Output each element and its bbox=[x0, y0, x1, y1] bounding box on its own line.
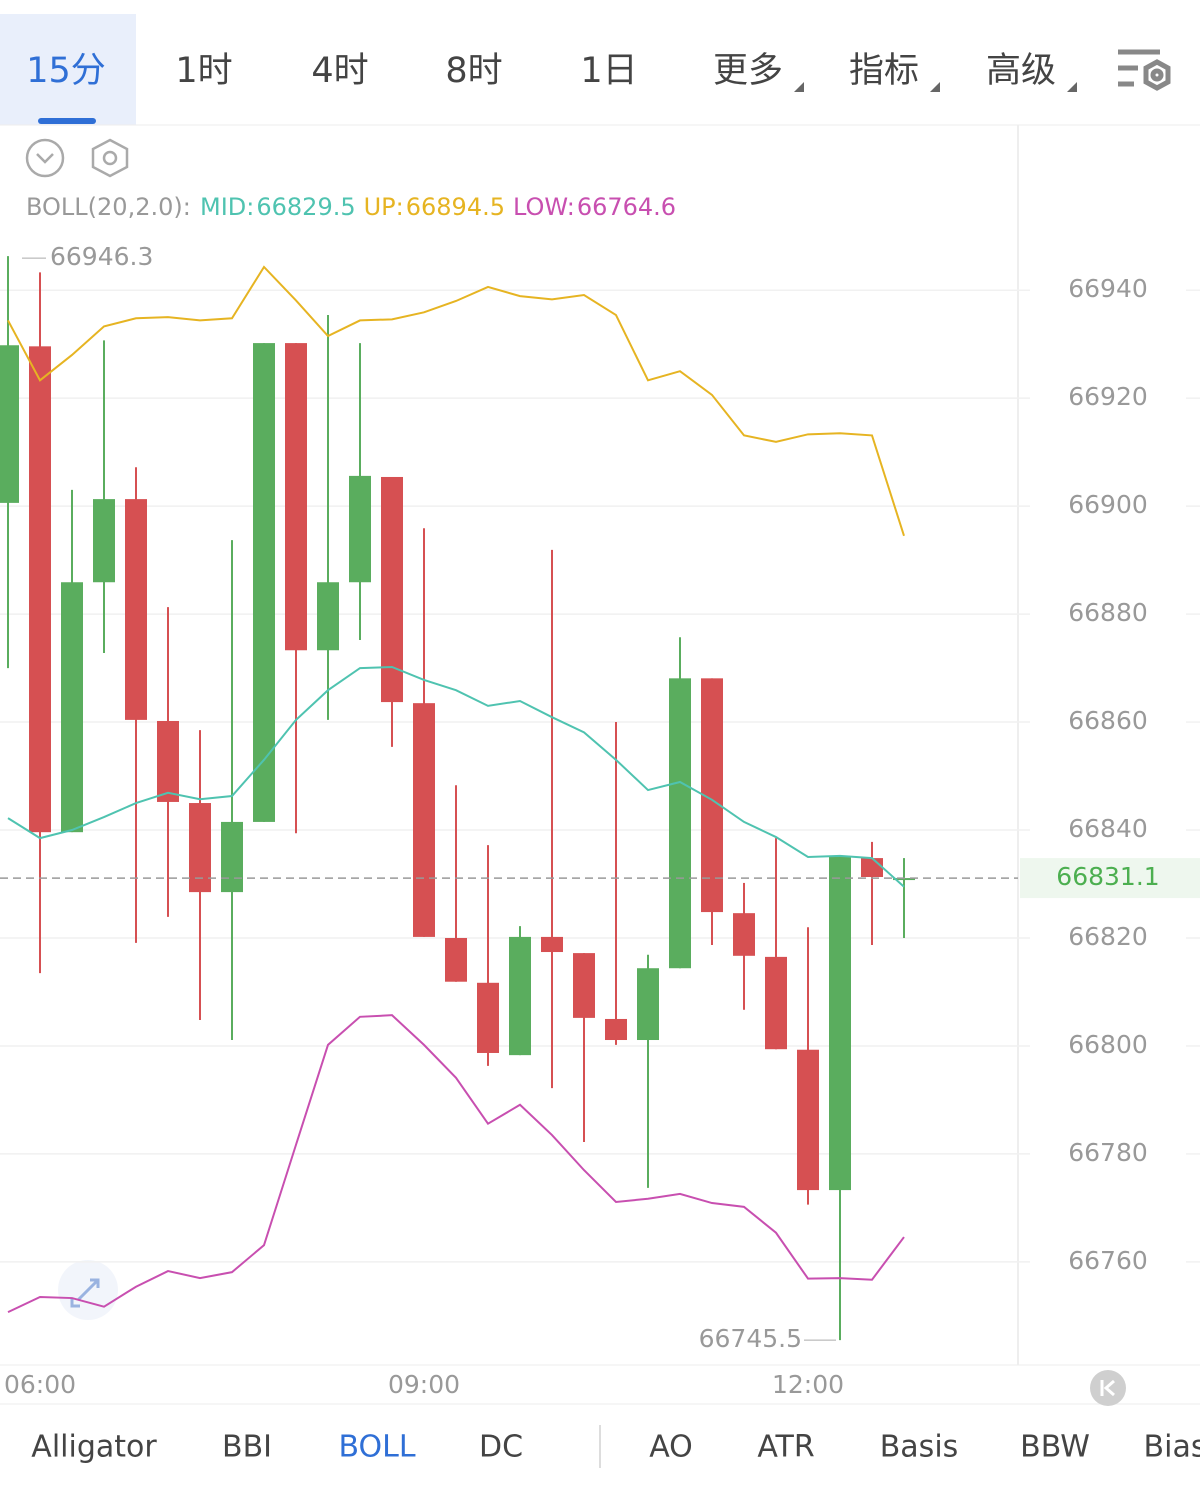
icon-dot bbox=[102, 150, 118, 166]
legend-name: LOW: bbox=[513, 193, 575, 221]
legend-name: MID: bbox=[200, 193, 254, 221]
y-tick-label: 66900 bbox=[1068, 490, 1148, 519]
indicator-tab[interactable]: Basis bbox=[880, 1430, 959, 1465]
dropdown-marker bbox=[794, 82, 804, 92]
period-tab[interactable]: 高级 bbox=[986, 51, 1056, 91]
boll-line bbox=[7, 265, 905, 537]
candle-body bbox=[253, 343, 275, 822]
indicator-tab[interactable]: BBW bbox=[1020, 1430, 1090, 1465]
indicator-tab[interactable]: BBI bbox=[222, 1430, 272, 1465]
candle-body bbox=[61, 582, 83, 833]
y-tick-label: 66840 bbox=[1068, 814, 1148, 843]
boll-line bbox=[7, 1014, 905, 1314]
y-tick-label: 66860 bbox=[1068, 706, 1148, 735]
candle-body bbox=[701, 678, 723, 913]
icon-dot bbox=[1150, 68, 1164, 82]
indicator-tab[interactable]: Alligator bbox=[31, 1430, 157, 1465]
candle-body bbox=[605, 1018, 627, 1041]
indicator-tab[interactable]: Bias bbox=[1144, 1430, 1200, 1465]
candle-body bbox=[29, 346, 51, 833]
candle-body bbox=[157, 720, 179, 802]
y-tick-label: 66760 bbox=[1068, 1246, 1148, 1275]
candle-body bbox=[669, 678, 691, 969]
legend-name: UP: bbox=[364, 193, 404, 221]
candle-body bbox=[541, 936, 563, 953]
candle-body bbox=[445, 937, 467, 982]
legend-value: 66829.5 bbox=[256, 193, 355, 221]
scroll-to-end-button[interactable] bbox=[1090, 1370, 1126, 1406]
y-tick-label: 66780 bbox=[1068, 1138, 1148, 1167]
icon-hex bbox=[91, 138, 129, 178]
period-tab[interactable]: 1时 bbox=[175, 51, 232, 91]
candle-body bbox=[893, 878, 915, 881]
expand-icon[interactable] bbox=[58, 1260, 118, 1320]
active-tab-bg bbox=[0, 14, 136, 125]
dropdown-marker bbox=[930, 82, 940, 92]
period-tab[interactable]: 1日 bbox=[580, 51, 637, 91]
candle-body bbox=[317, 582, 339, 651]
icon-chevron bbox=[36, 153, 54, 164]
period-tab[interactable]: 4时 bbox=[311, 51, 368, 91]
candle-body bbox=[861, 858, 883, 877]
candle-body bbox=[381, 476, 403, 703]
legend-value: 66894.5 bbox=[406, 193, 505, 221]
y-tick-label: 66800 bbox=[1068, 1030, 1148, 1059]
icon-arrow bbox=[1100, 1379, 1115, 1397]
period-tab[interactable]: 更多 bbox=[713, 51, 783, 91]
icon-circle bbox=[25, 138, 65, 178]
candle-body bbox=[637, 968, 659, 1041]
settings-icon[interactable] bbox=[91, 138, 129, 178]
y-tick-label: 66940 bbox=[1068, 274, 1148, 303]
candle-body bbox=[221, 821, 243, 893]
period-tab[interactable]: 指标 bbox=[849, 51, 919, 91]
candle-body bbox=[829, 857, 851, 1191]
candle-body bbox=[125, 499, 147, 720]
period-tab[interactable]: 8时 bbox=[445, 51, 502, 91]
indicator-tab[interactable]: DC bbox=[479, 1430, 523, 1465]
y-tick-label: 66880 bbox=[1068, 598, 1148, 627]
candle-body bbox=[509, 936, 531, 1056]
icon-hex bbox=[1143, 59, 1171, 91]
indicator-label: BOLL(20,2.0): bbox=[26, 193, 191, 221]
period-tab[interactable]: 15分 bbox=[26, 51, 106, 91]
candle-body bbox=[189, 803, 211, 893]
indicator-tab[interactable]: AO bbox=[649, 1430, 693, 1465]
candle-body bbox=[93, 499, 115, 583]
x-tick-label: 09:00 bbox=[388, 1370, 460, 1399]
y-tick-label: 66820 bbox=[1068, 922, 1148, 951]
max-label: 66946.3 bbox=[50, 242, 153, 271]
min-label: 66745.5 bbox=[699, 1324, 802, 1353]
boll-line bbox=[7, 665, 905, 888]
candle-body bbox=[413, 703, 435, 937]
collapse-icon[interactable] bbox=[25, 138, 65, 178]
candle-body bbox=[285, 343, 307, 651]
candle-body bbox=[797, 1049, 819, 1191]
legend-value: 66764.6 bbox=[577, 193, 676, 221]
x-tick-label: 06:00 bbox=[4, 1370, 76, 1399]
candle-body bbox=[573, 953, 595, 1018]
candle-body bbox=[0, 345, 19, 503]
y-tick-label: 66920 bbox=[1068, 382, 1148, 411]
candle-body bbox=[349, 475, 371, 583]
current-price-label: 66831.1 bbox=[1056, 862, 1159, 891]
indicator-tab[interactable]: ATR bbox=[757, 1430, 814, 1465]
candle-body bbox=[477, 982, 499, 1053]
candle-body bbox=[733, 913, 755, 956]
current-price-bg bbox=[1020, 858, 1200, 899]
indicator-tab[interactable]: BOLL bbox=[338, 1430, 415, 1465]
dropdown-marker bbox=[1067, 82, 1077, 92]
icon-arrows bbox=[70, 1278, 100, 1308]
active-tab-indicator bbox=[38, 118, 96, 124]
x-tick-label: 12:00 bbox=[772, 1370, 844, 1399]
candle-body bbox=[765, 956, 787, 1050]
tool-icon[interactable] bbox=[1118, 49, 1171, 91]
